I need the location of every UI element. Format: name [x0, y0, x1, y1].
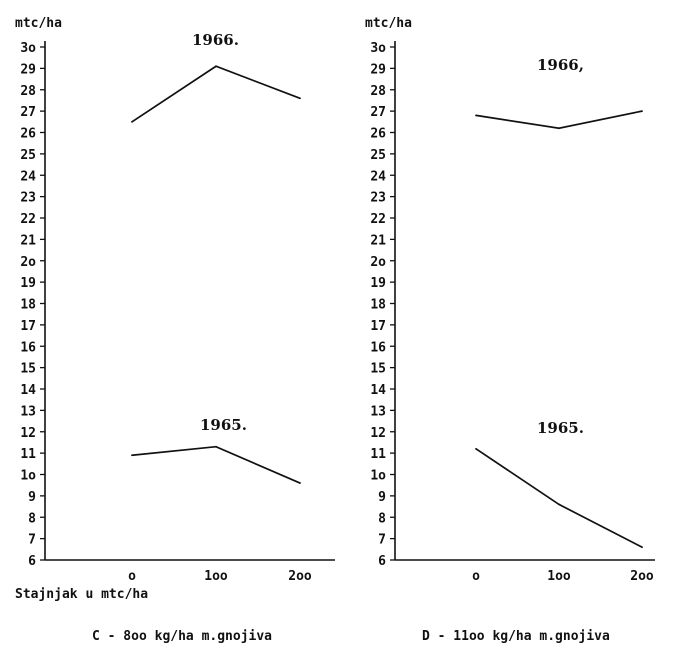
- chart-panel-right: mtc/ha 6 7 8 9 1o 11 12 13 14 15 16 17 18 19 2o 21 22 23 24…: [365, 16, 655, 644]
- y-tick-label: 23: [370, 191, 386, 206]
- data-point: [215, 65, 217, 68]
- series-line-lower: [475, 448, 643, 548]
- y-tick-label: 1o: [370, 469, 386, 484]
- y-tick-label: 27: [20, 105, 36, 120]
- y-tick-label: 12: [20, 426, 36, 441]
- data-point: [475, 114, 477, 117]
- x-tick-label: 1oo: [204, 569, 228, 584]
- y-tick-label: 15: [20, 362, 36, 377]
- y-tick-label: 29: [20, 62, 36, 77]
- series-line-upper: [131, 65, 301, 123]
- series-label: 1966,: [537, 56, 584, 74]
- y-tick-label: 12: [370, 426, 386, 441]
- y-axis-label: mtc/ha: [365, 16, 412, 31]
- y-tick-label: 29: [370, 62, 386, 77]
- y-tick-label: 24: [20, 169, 36, 184]
- y-tick-label: 24: [370, 169, 386, 184]
- series-line-upper: [475, 110, 643, 130]
- y-tick-label: 8: [28, 511, 36, 526]
- x-tick-label: 2oo: [288, 569, 312, 584]
- y-tick-label: 25: [370, 148, 386, 163]
- data-point: [215, 445, 217, 448]
- y-tick-label: 22: [370, 212, 386, 227]
- x-tick-label: 1oo: [547, 569, 571, 584]
- y-tick-label: 17: [370, 319, 386, 334]
- y-axis-label: mtc/ha: [15, 16, 62, 31]
- x-tick-label: o: [472, 569, 480, 584]
- y-tick-label: 19: [370, 276, 386, 291]
- y-tick-label: 28: [20, 84, 36, 99]
- y-tick-label: 16: [20, 340, 36, 355]
- y-tick-label: 2o: [20, 255, 36, 270]
- series-label: 1965.: [200, 416, 247, 434]
- y-tick-label: 3o: [370, 41, 386, 56]
- chart-caption: C - 8oo kg/ha m.gnojiva: [92, 629, 272, 644]
- y-tick-label: 17: [20, 319, 36, 334]
- y-tick-label: 23: [20, 191, 36, 206]
- y-tick-label: 13: [20, 404, 36, 419]
- y-tick-label: 11: [370, 447, 386, 462]
- y-tick-label: 8: [378, 511, 386, 526]
- y-tick-label: 18: [370, 298, 386, 313]
- chart-panel-left: mtc/ha 6 7 8 9 1o 11 12 13 14 15 16 17 18 19 2o 21 22 23 24…: [15, 16, 335, 644]
- y-tick-label: 16: [370, 340, 386, 355]
- data-point: [641, 110, 643, 113]
- data-point: [558, 127, 560, 130]
- y-tick-label: 21: [20, 233, 36, 248]
- x-tick-label: o: [128, 569, 136, 584]
- y-tick-label: 15: [370, 362, 386, 377]
- y-tick-label: 2o: [370, 255, 386, 270]
- data-point: [131, 454, 133, 457]
- y-tick-label: 7: [378, 533, 386, 548]
- y-tick-label: 3o: [20, 41, 36, 56]
- series-line-lower: [131, 445, 301, 484]
- y-tick-label: 14: [370, 383, 386, 398]
- y-tick-label: 27: [370, 105, 386, 120]
- y-tick-label: 6: [378, 554, 386, 569]
- y-tick-label: 11: [20, 447, 36, 462]
- y-tick-label: 13: [370, 404, 386, 419]
- data-point: [558, 503, 560, 506]
- y-tick-label: 26: [370, 127, 386, 142]
- data-point: [131, 120, 133, 123]
- y-tick-label: 25: [20, 148, 36, 163]
- y-tick-label: 9: [28, 490, 36, 505]
- data-point: [641, 546, 643, 549]
- x-axis-label: Stajnjak u mtc/ha: [15, 587, 148, 602]
- x-tick-label: 2oo: [630, 569, 654, 584]
- series-label: 1966.: [192, 31, 239, 49]
- y-tick-label: 22: [20, 212, 36, 227]
- y-tick-label: 28: [370, 84, 386, 99]
- y-tick-label: 9: [378, 490, 386, 505]
- y-tick-label: 6: [28, 554, 36, 569]
- data-point: [299, 97, 301, 100]
- y-tick-label: 26: [20, 127, 36, 142]
- series-label: 1965.: [537, 419, 584, 437]
- data-point: [475, 447, 477, 450]
- y-tick-label: 14: [20, 383, 36, 398]
- y-tick-label: 1o: [20, 469, 36, 484]
- y-tick-label: 21: [370, 233, 386, 248]
- y-tick-label: 7: [28, 533, 36, 548]
- data-point: [299, 482, 301, 484]
- chart-caption: D - 11oo kg/ha m.gnojiva: [422, 629, 610, 644]
- y-tick-label: 18: [20, 298, 36, 313]
- y-tick-label: 19: [20, 276, 36, 291]
